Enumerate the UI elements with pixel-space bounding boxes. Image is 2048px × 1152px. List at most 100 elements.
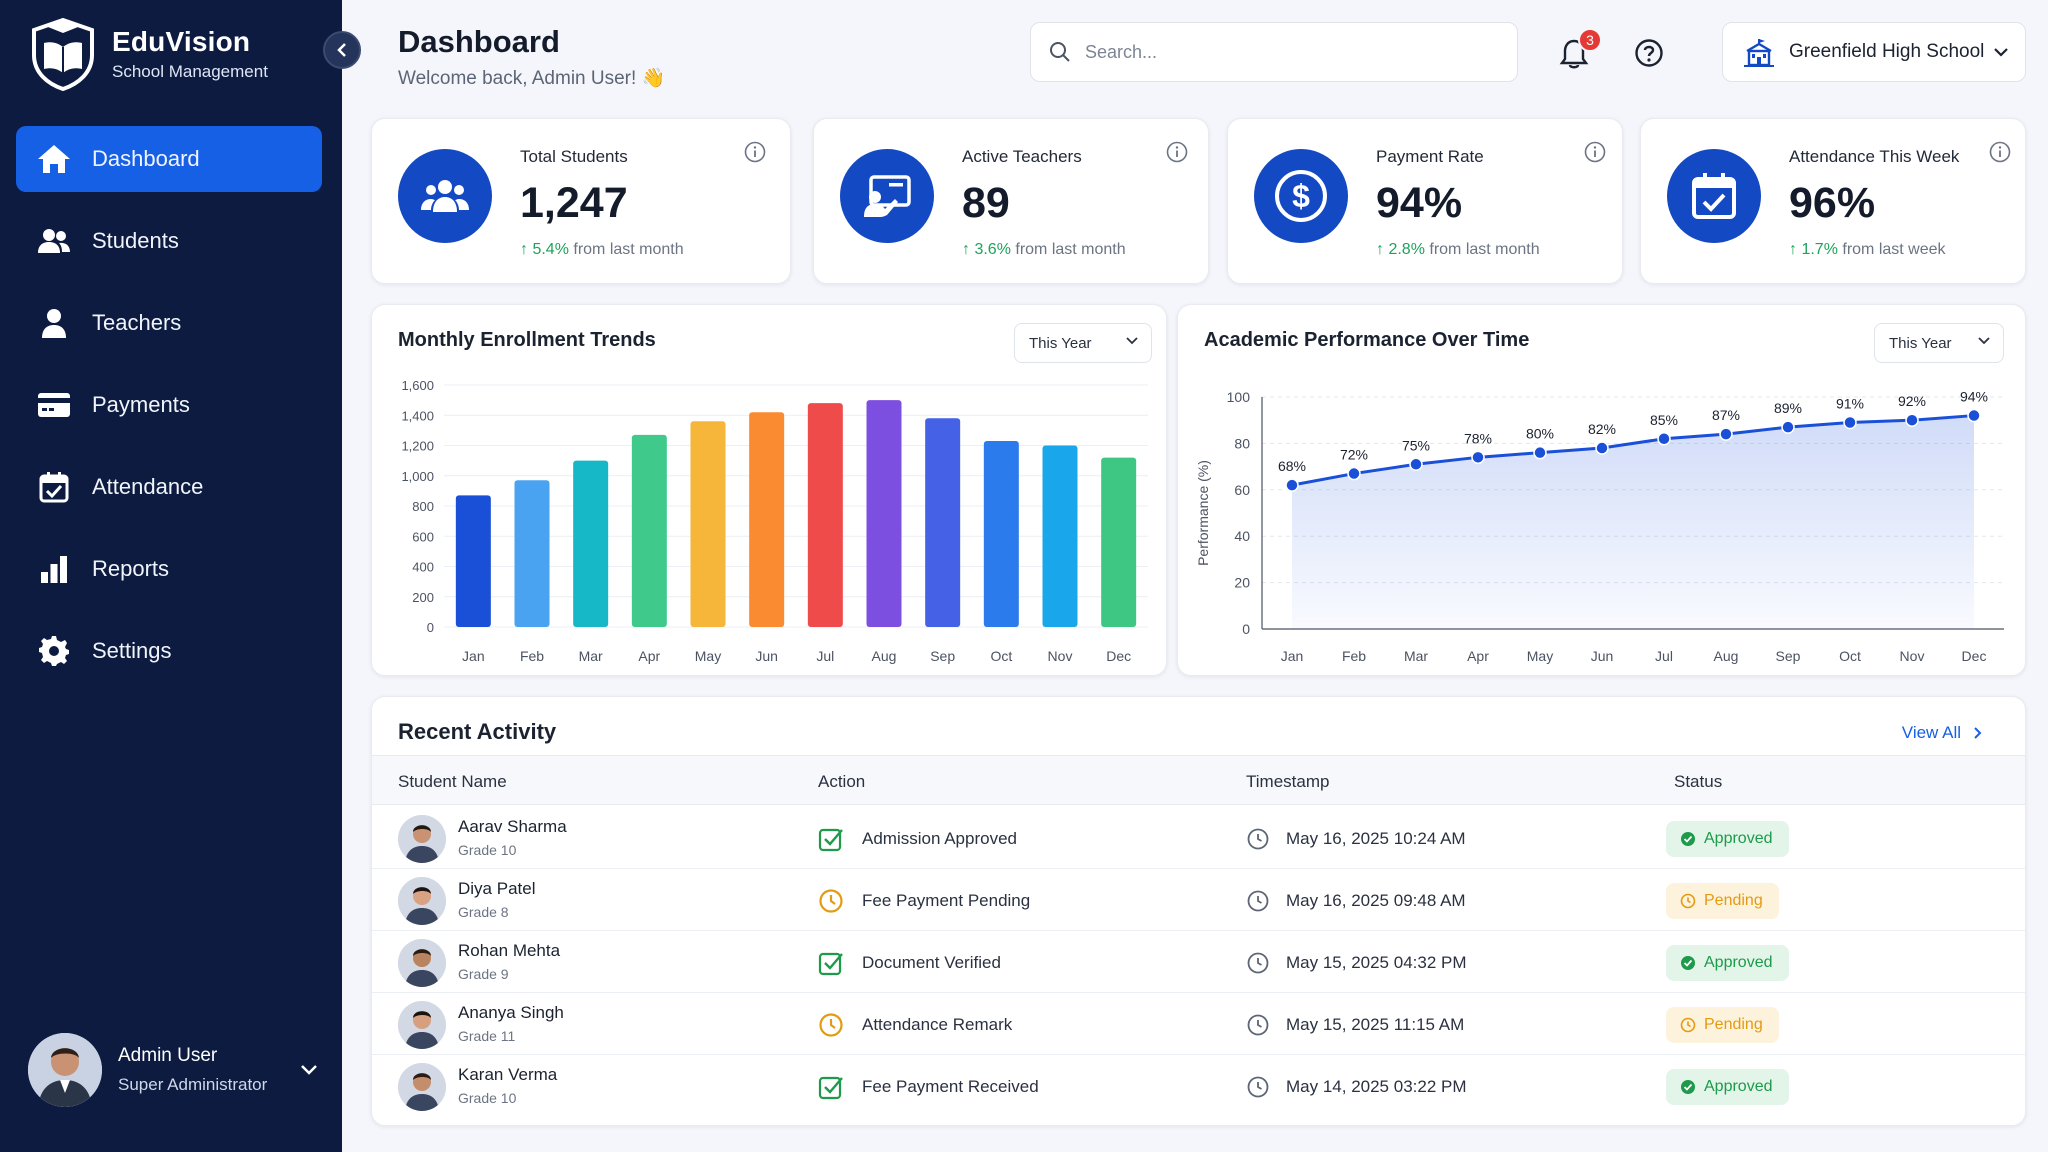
data-point[interactable]: [1471, 450, 1485, 465]
sidebar-item-attendance[interactable]: Attendance: [16, 454, 322, 520]
y-tick-label: 20: [1234, 575, 1250, 591]
stat-delta: ↑ 5.4% from last month: [520, 241, 684, 259]
data-point[interactable]: [1967, 408, 1981, 423]
timestamp: May 15, 2025 11:15 AM: [1286, 1015, 1465, 1034]
stat-delta: ↑ 3.6% from last month: [962, 241, 1126, 259]
clock-icon: [1680, 893, 1696, 909]
x-tick-label: Oct: [1839, 648, 1861, 664]
data-point[interactable]: [1409, 457, 1423, 472]
bar[interactable]: [807, 403, 843, 627]
table-row[interactable]: Ananya Singh Grade 11 Attendance Remark May…: [372, 993, 2025, 1055]
y-tick-label: 0: [1242, 621, 1250, 637]
stat-card-total-students[interactable]: Total Students 1,247 ↑ 5.4% from last mo…: [371, 118, 791, 284]
timestamp: May 16, 2025 10:24 AM: [1286, 829, 1466, 848]
student-name: Aarav Sharma: [458, 817, 567, 836]
stat-card-payment-rate[interactable]: $ Payment Rate 94% ↑ 2.8% from last mont…: [1227, 118, 1623, 284]
bar[interactable]: [455, 495, 491, 627]
info-icon[interactable]: [744, 141, 766, 163]
table-row[interactable]: Karan Verma Grade 10 Fee Payment Received M…: [372, 1055, 2025, 1117]
bar[interactable]: [514, 480, 550, 627]
arrow-up-icon: ↑: [962, 241, 975, 258]
bar[interactable]: [631, 434, 667, 627]
user-profile[interactable]: Admin User Super Administrator: [28, 1032, 318, 1108]
data-point[interactable]: [1285, 478, 1299, 492]
data-point[interactable]: [1657, 432, 1671, 446]
help-icon[interactable]: [1634, 38, 1664, 68]
table-row[interactable]: Aarav Sharma Grade 10 Admission Approved Ma…: [372, 807, 2025, 869]
data-point[interactable]: [1533, 445, 1547, 460]
bar[interactable]: [749, 412, 785, 627]
data-point[interactable]: [1905, 413, 1919, 427]
data-label: 94%: [1960, 389, 1988, 405]
stat-card-active-teachers[interactable]: Active Teachers 89 ↑ 3.6% from last mont…: [813, 118, 1209, 284]
sidebar-item-teachers[interactable]: Teachers: [16, 290, 322, 356]
info-icon[interactable]: [1584, 141, 1606, 163]
x-tick-label: May: [695, 648, 721, 664]
y-tick-label: 1,600: [401, 378, 434, 393]
chevron-down-icon[interactable]: [300, 1064, 318, 1076]
status-label: Pending: [1704, 892, 1763, 909]
search-input[interactable]: [1085, 41, 1485, 63]
bar[interactable]: [925, 418, 961, 627]
status-label: Approved: [1704, 830, 1773, 847]
chevron-down-icon: [1126, 337, 1138, 345]
bar[interactable]: [1101, 457, 1137, 627]
bar[interactable]: [983, 440, 1019, 627]
sidebar-item-dashboard[interactable]: Dashboard: [16, 126, 322, 192]
performance-period-dropdown[interactable]: This Year: [1874, 323, 2004, 363]
x-tick-label: Aug: [872, 648, 897, 664]
data-point[interactable]: [1781, 420, 1795, 434]
data-point[interactable]: [1347, 466, 1361, 481]
bar[interactable]: [1042, 445, 1078, 628]
check-circle-icon: [1680, 831, 1696, 847]
chevron-down-icon: [1994, 48, 2008, 57]
avatar: [398, 1001, 446, 1049]
y-tick-label: 80: [1234, 435, 1250, 451]
data-label: 92%: [1898, 393, 1926, 409]
x-tick-label: Feb: [1342, 648, 1366, 664]
data-point[interactable]: [1595, 441, 1609, 455]
info-icon[interactable]: [1989, 141, 2011, 163]
status-badge: Pending: [1666, 1007, 1779, 1043]
table-row[interactable]: Diya Patel Grade 8 Fee Payment Pending May …: [372, 869, 2025, 931]
y-tick-label: 100: [1227, 389, 1251, 405]
info-icon[interactable]: [1166, 141, 1188, 163]
bar[interactable]: [573, 460, 609, 627]
student-grade: Grade 11: [458, 1028, 516, 1044]
view-all-link[interactable]: View All: [1902, 723, 1987, 743]
sidebar-item-reports[interactable]: Reports: [16, 536, 322, 602]
status-label: Approved: [1704, 954, 1773, 971]
sidebar-item-label: Students: [92, 228, 179, 253]
y-tick-label: 200: [412, 590, 434, 605]
enrollment-period-dropdown[interactable]: This Year: [1014, 323, 1152, 363]
stat-value: 89: [962, 179, 1010, 227]
bar[interactable]: [690, 421, 726, 627]
brand[interactable]: EduVision School Management: [30, 16, 268, 92]
status-badge: Pending: [1666, 883, 1779, 919]
x-tick-label: Mar: [1404, 648, 1428, 664]
search-box[interactable]: [1030, 22, 1518, 82]
table-row[interactable]: Rohan Mehta Grade 9 Document Verified May 1…: [372, 931, 2025, 993]
school-selector[interactable]: Greenfield High School: [1722, 22, 2026, 82]
sidebar-collapse-button[interactable]: [323, 31, 361, 69]
shield-book-logo-icon: [32, 17, 94, 91]
data-label: 87%: [1712, 407, 1740, 423]
users-icon: [36, 223, 72, 259]
dollar-icon: $: [1254, 149, 1348, 243]
data-point[interactable]: [1719, 427, 1733, 441]
stat-label: Payment Rate: [1376, 147, 1484, 166]
page-title: Dashboard: [398, 24, 560, 59]
user-role: Super Administrator: [118, 1075, 268, 1094]
stat-card-attendance-week[interactable]: Attendance This Week 96% ↑ 1.7% from las…: [1640, 118, 2026, 284]
avatar: [398, 939, 446, 987]
y-tick-label: 400: [412, 560, 434, 575]
sidebar-item-students[interactable]: Students: [16, 208, 322, 274]
sidebar-item-settings[interactable]: Settings: [16, 618, 322, 684]
sidebar-item-payments[interactable]: Payments: [16, 372, 322, 438]
performance-line-chart: 0 20 40 60 80 100 Performance (%) 68% Jan 72% Feb 7…: [1195, 389, 2004, 664]
data-label: 75%: [1402, 437, 1430, 453]
recent-activity-card: Recent Activity View All Student Name Ac…: [371, 696, 2026, 1126]
data-point[interactable]: [1843, 415, 1857, 430]
bar[interactable]: [866, 400, 902, 627]
arrow-up-icon: ↑: [1789, 241, 1802, 258]
